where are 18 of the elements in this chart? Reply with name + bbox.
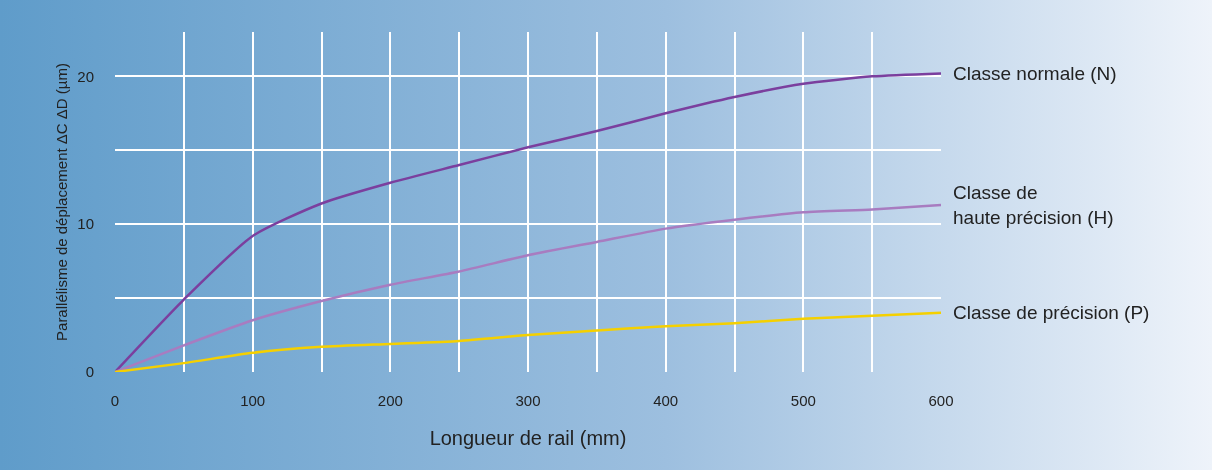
y-tick-label: 10 <box>77 215 94 233</box>
y-tick-label: 20 <box>77 67 94 85</box>
line-series <box>115 72 941 372</box>
x-tick-label: 600 <box>928 392 954 409</box>
series-label: Classe de haute précision (H) <box>953 182 1114 228</box>
y-tick-label: 0 <box>85 363 94 381</box>
x-tick-label: 300 <box>515 392 541 409</box>
series-label: Classe normale (N) <box>953 63 1117 84</box>
line-series <box>115 203 941 372</box>
x-axis-title: Longueur de rail (mm) <box>429 426 627 449</box>
series-label: Classe de précision (P) <box>953 302 1150 323</box>
x-tick-label: 0 <box>110 392 120 409</box>
x-tick-label: 500 <box>790 392 816 409</box>
x-tick-label: 400 <box>653 392 679 409</box>
y-axis-title: Parallélisme de déplacement ΔC ΔD (µm) <box>52 63 70 341</box>
x-tick-label: 200 <box>377 392 403 409</box>
line-series <box>115 311 941 372</box>
x-tick-label: 100 <box>240 392 266 409</box>
